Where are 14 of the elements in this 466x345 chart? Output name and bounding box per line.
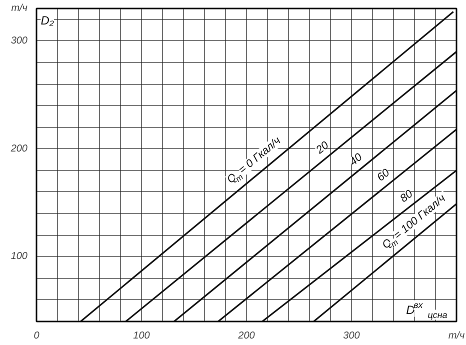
y-tick-label: т/ч [11,3,28,14]
x-tick-label: 200 [237,330,256,342]
text: 40 [348,150,366,168]
x-tick-label: 300 [343,330,360,342]
y-tick-label: 200 [10,143,28,154]
y-tick-label: 300 [10,35,28,46]
x-tick-label: 0 [34,330,40,342]
x-tick-label: т/ч [448,330,465,342]
text: 80 [398,187,416,206]
text: 60 [374,166,393,184]
y-tick-label: 100 [10,251,28,262]
text: 20 [313,138,332,158]
y-axis-title: D₂ [40,13,54,28]
x-tick-label: 100 [133,330,150,342]
